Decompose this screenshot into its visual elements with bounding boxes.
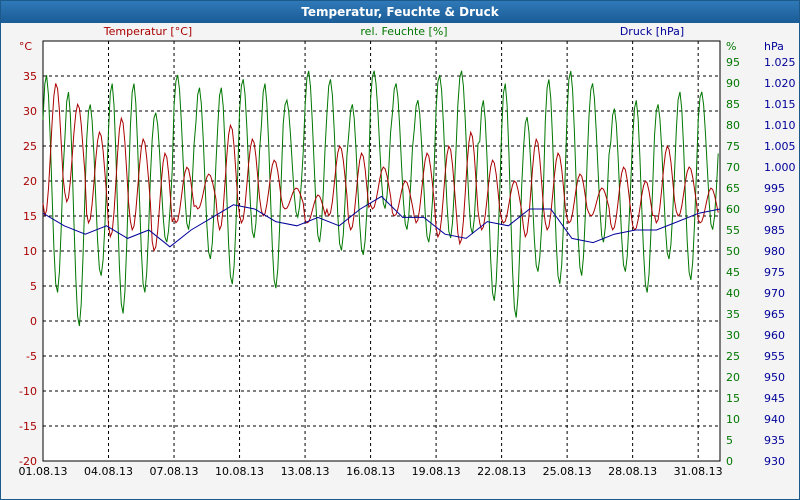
temperature-tick-label: 5 [30,280,37,293]
x-tick-label: 04.08.13 [84,465,133,478]
pressure-tick-label: 935 [764,434,785,447]
temperature-tick-label: -5 [26,350,37,363]
pressure-tick-label: 955 [764,350,785,363]
gridlines [43,41,720,461]
humidity-tick-label: 25 [726,350,740,363]
pressure-tick-label: 980 [764,245,785,258]
pressure-unit-label: hPa [764,40,784,53]
humidity-tick-label: 30 [726,329,740,342]
pressure-tick-label: 960 [764,329,785,342]
temperature-tick-label: 15 [23,210,37,223]
pressure-tick-label: 930 [764,455,785,468]
series-line-humidity [42,70,719,327]
series-line-pressure [42,195,721,248]
x-tick-label: 19.08.13 [412,465,461,478]
humidity-tick-label: 15 [726,392,740,405]
legend-humidity: rel. Feuchte [%] [360,25,447,38]
humidity-tick-label: 70 [726,161,740,174]
chart-title: Temperatur, Feuchte & Druck [1,1,799,23]
humidity-unit-label: % [726,40,736,53]
humidity-tick-label: 45 [726,266,740,279]
x-tick-label: 01.08.13 [19,465,68,478]
x-tick-label: 28.08.13 [608,465,657,478]
pressure-tick-label: 1.015 [764,98,796,111]
temperature-tick-label: 25 [23,140,37,153]
humidity-tick-label: 75 [726,140,740,153]
temperature-tick-label: 20 [23,175,37,188]
humidity-tick-label: 65 [726,182,740,195]
humidity-tick-label: 90 [726,77,740,90]
pressure-tick-label: 975 [764,266,785,279]
temperature-tick-label: -10 [19,385,37,398]
pressure-tick-label: 950 [764,371,785,384]
pressure-tick-label: 990 [764,203,785,216]
humidity-tick-label: 20 [726,371,740,384]
x-tick-label: 07.08.13 [150,465,199,478]
x-tick-label: 16.08.13 [346,465,395,478]
humidity-tick-label: 60 [726,203,740,216]
temperature-unit-label: °C [19,40,33,53]
temperature-tick-label: 30 [23,105,37,118]
pressure-tick-label: 1.020 [764,77,796,90]
series-layer [42,70,721,327]
pressure-tick-label: 985 [764,224,785,237]
pressure-tick-label: 1.025 [764,56,796,69]
humidity-tick-label: 85 [726,98,740,111]
pressure-tick-label: 970 [764,287,785,300]
humidity-tick-label: 95 [726,56,740,69]
pressure-tick-label: 995 [764,182,785,195]
humidity-tick-label: 5 [726,434,733,447]
legend-temperature: Temperatur [°C] [103,25,192,38]
pressure-tick-label: 1.000 [764,161,796,174]
x-tick-label: 13.08.13 [281,465,330,478]
pressure-tick-label: 945 [764,392,785,405]
temperature-tick-label: 35 [23,70,37,83]
humidity-tick-label: 50 [726,245,740,258]
x-tick-label: 31.08.13 [674,465,723,478]
humidity-tick-label: 55 [726,224,740,237]
series-line-temperature [42,83,719,253]
legend-pressure: Druck [hPa] [620,25,684,38]
humidity-tick-label: 0 [726,455,733,468]
x-tick-label: 10.08.13 [215,465,264,478]
pressure-tick-label: 1.010 [764,119,796,132]
humidity-tick-label: 35 [726,308,740,321]
temperature-tick-label: 10 [23,245,37,258]
pressure-tick-label: 1.005 [764,140,796,153]
temperature-tick-label: -15 [19,420,37,433]
humidity-tick-label: 40 [726,287,740,300]
humidity-tick-label: 10 [726,413,740,426]
x-tick-label: 25.08.13 [543,465,592,478]
pressure-tick-label: 965 [764,308,785,321]
humidity-tick-label: 80 [726,119,740,132]
pressure-tick-label: 940 [764,413,785,426]
axis-layer: °C % hPa Temperatur [°C] rel. Feuchte [%… [19,25,796,478]
temperature-tick-label: -20 [19,455,37,468]
temperature-tick-label: 0 [30,315,37,328]
x-tick-label: 22.08.13 [477,465,526,478]
